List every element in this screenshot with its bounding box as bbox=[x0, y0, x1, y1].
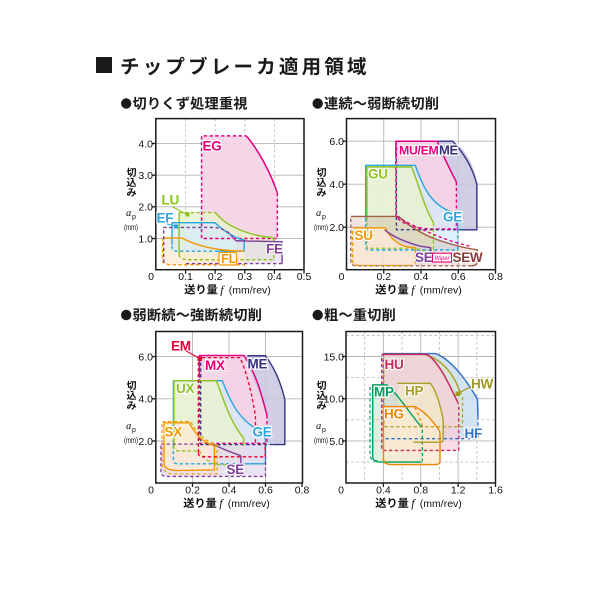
svg-text:p: p bbox=[132, 427, 136, 434]
svg-text:0.2: 0.2 bbox=[208, 271, 223, 283]
svg-text:2.0: 2.0 bbox=[138, 202, 153, 214]
svg-text:0.6: 0.6 bbox=[451, 271, 466, 283]
svg-text:MX: MX bbox=[205, 358, 225, 373]
svg-text:Wiper: Wiper bbox=[435, 255, 451, 262]
svg-text:a: a bbox=[316, 208, 321, 219]
svg-text:0.3: 0.3 bbox=[237, 271, 252, 283]
svg-text:4.0: 4.0 bbox=[329, 179, 344, 191]
svg-text:2.0: 2.0 bbox=[138, 436, 153, 448]
svg-text:(mm): (mm) bbox=[124, 436, 138, 445]
svg-text:EF: EF bbox=[157, 211, 174, 226]
svg-text:1.2: 1.2 bbox=[451, 484, 466, 496]
svg-text:(mm): (mm) bbox=[124, 223, 138, 232]
svg-text:0.4: 0.4 bbox=[376, 484, 391, 496]
svg-text:0.4: 0.4 bbox=[267, 271, 282, 283]
svg-text:EG: EG bbox=[203, 139, 222, 154]
svg-text:6.0: 6.0 bbox=[329, 136, 344, 148]
svg-text:1.6: 1.6 bbox=[488, 484, 503, 496]
svg-text:FE: FE bbox=[266, 242, 283, 257]
svg-text:(mm/rev): (mm/rev) bbox=[420, 285, 462, 297]
svg-text:SEW: SEW bbox=[453, 250, 483, 265]
svg-text:a: a bbox=[126, 421, 131, 432]
svg-text:0.2: 0.2 bbox=[376, 271, 391, 283]
svg-text:GE: GE bbox=[443, 210, 462, 225]
svg-text:f: f bbox=[219, 496, 224, 510]
svg-text:6.0: 6.0 bbox=[138, 351, 153, 363]
svg-text:0.4: 0.4 bbox=[414, 271, 429, 283]
svg-text:UX: UX bbox=[176, 381, 194, 396]
svg-text:1.0: 1.0 bbox=[138, 233, 153, 245]
svg-text:HU: HU bbox=[385, 357, 404, 372]
svg-text:ME: ME bbox=[439, 143, 459, 158]
svg-text:GU: GU bbox=[368, 167, 388, 182]
svg-text:HF: HF bbox=[465, 426, 482, 441]
svg-text:SE: SE bbox=[415, 250, 433, 265]
svg-text:a: a bbox=[316, 421, 321, 432]
svg-text:SE: SE bbox=[227, 462, 245, 477]
svg-text:(mm/rev): (mm/rev) bbox=[420, 498, 462, 510]
svg-text:GE: GE bbox=[253, 424, 272, 439]
svg-text:p: p bbox=[132, 214, 136, 221]
svg-text:FL: FL bbox=[221, 251, 237, 266]
svg-text:4.0: 4.0 bbox=[138, 394, 153, 406]
svg-text:f: f bbox=[220, 283, 225, 297]
svg-text:(mm/rev): (mm/rev) bbox=[228, 498, 270, 510]
svg-text:LU: LU bbox=[162, 193, 179, 208]
svg-text:0: 0 bbox=[148, 484, 154, 496]
svg-text:(mm): (mm) bbox=[314, 223, 328, 232]
svg-text:f: f bbox=[411, 496, 416, 510]
svg-text:2.0: 2.0 bbox=[329, 222, 344, 234]
svg-text:HW: HW bbox=[471, 377, 493, 392]
svg-text:0.5: 0.5 bbox=[297, 271, 312, 283]
svg-text:EM: EM bbox=[171, 339, 191, 354]
svg-text:0.8: 0.8 bbox=[295, 484, 310, 496]
svg-text:5.0: 5.0 bbox=[329, 436, 344, 448]
svg-text:4.0: 4.0 bbox=[138, 138, 153, 150]
svg-text:0.8: 0.8 bbox=[488, 271, 503, 283]
svg-text:f: f bbox=[411, 283, 416, 297]
svg-text:ME: ME bbox=[248, 356, 268, 371]
svg-text:0: 0 bbox=[339, 271, 345, 283]
svg-text:0: 0 bbox=[338, 484, 344, 496]
svg-text:(mm): (mm) bbox=[314, 436, 328, 445]
svg-text:0.8: 0.8 bbox=[413, 484, 428, 496]
svg-text:p: p bbox=[322, 214, 326, 221]
svg-text:HP: HP bbox=[405, 384, 423, 399]
svg-text:3.0: 3.0 bbox=[138, 170, 153, 182]
svg-text:(mm/rev): (mm/rev) bbox=[229, 285, 271, 297]
svg-text:SU: SU bbox=[355, 228, 373, 243]
svg-text:0.2: 0.2 bbox=[185, 484, 200, 496]
svg-text:p: p bbox=[322, 427, 326, 434]
svg-text:0.6: 0.6 bbox=[258, 484, 273, 496]
svg-text:MP: MP bbox=[374, 385, 394, 400]
svg-text:0: 0 bbox=[148, 271, 154, 283]
svg-text:0.1: 0.1 bbox=[178, 271, 193, 283]
svg-text:10.0: 10.0 bbox=[324, 394, 345, 406]
svg-text:HG: HG bbox=[384, 407, 404, 422]
svg-text:a: a bbox=[126, 208, 131, 219]
svg-text:15.0: 15.0 bbox=[324, 351, 345, 363]
svg-text:MU/EM: MU/EM bbox=[399, 144, 439, 158]
svg-text:SX: SX bbox=[165, 424, 183, 439]
svg-text:0.4: 0.4 bbox=[222, 484, 237, 496]
